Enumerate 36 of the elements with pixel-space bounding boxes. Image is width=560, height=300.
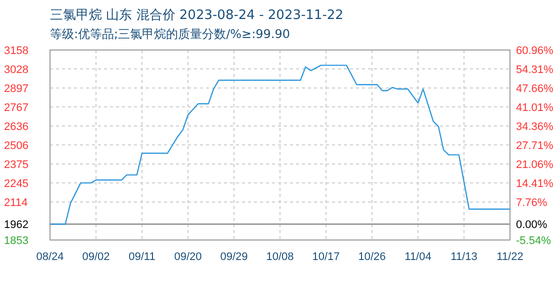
x-tick-label: 11/13 — [450, 251, 478, 263]
y-tick-label: 1853 — [4, 235, 28, 247]
x-tick-label: 09/02 — [82, 251, 110, 263]
y-tick-label: 2245 — [4, 178, 28, 190]
y2-tick-label: 34.36% — [516, 121, 554, 133]
y2-tick-label: 54.31% — [516, 64, 554, 76]
y-tick-label: 3028 — [4, 64, 28, 76]
y-tick-label: 2114 — [4, 197, 28, 209]
y2-tick-label: 60.96% — [516, 45, 554, 57]
y-tick-label: 2375 — [4, 159, 28, 171]
x-tick-label: 11/22 — [496, 251, 524, 263]
x-tick-label: 11/04 — [404, 251, 432, 263]
x-tick-label: 10/17 — [312, 251, 340, 263]
x-tick-label: 09/29 — [220, 251, 248, 263]
y2-tick-label: 0.00% — [516, 219, 548, 232]
y-tick-label: 3158 — [4, 45, 28, 57]
y2-tick-label: 7.76% — [516, 197, 548, 209]
x-tick-label: 08/24 — [36, 251, 64, 263]
y-tick-label: 2897 — [4, 83, 28, 95]
y2-tick-label: 27.71% — [516, 140, 554, 152]
y-tick-label: 2767 — [4, 102, 28, 114]
x-tick-label: 10/08 — [266, 251, 294, 263]
y-tick-label: 2506 — [4, 140, 28, 152]
y2-tick-label: -5.54% — [516, 235, 552, 247]
line-series — [49, 64, 511, 225]
chart-title: 三氯甲烷 山东 混合价 2023-08-24 - 2023-11-22 — [50, 8, 344, 23]
y2-tick-label: 21.06% — [516, 159, 554, 171]
x-tick-label: 10/26 — [358, 251, 386, 263]
y2-tick-label: 41.01% — [516, 102, 554, 114]
x-tick-label: 09/20 — [174, 251, 202, 263]
chart-subtitle: 等级:优等品;三氯甲烷的质量分数/%≥:99.90 — [50, 27, 290, 41]
y-tick-label: 1962 — [4, 219, 28, 232]
y-tick-label: 2636 — [4, 121, 28, 133]
x-tick-label: 09/11 — [128, 251, 156, 263]
y2-tick-label: 14.41% — [516, 178, 554, 190]
y2-tick-label: 47.66% — [516, 83, 554, 95]
